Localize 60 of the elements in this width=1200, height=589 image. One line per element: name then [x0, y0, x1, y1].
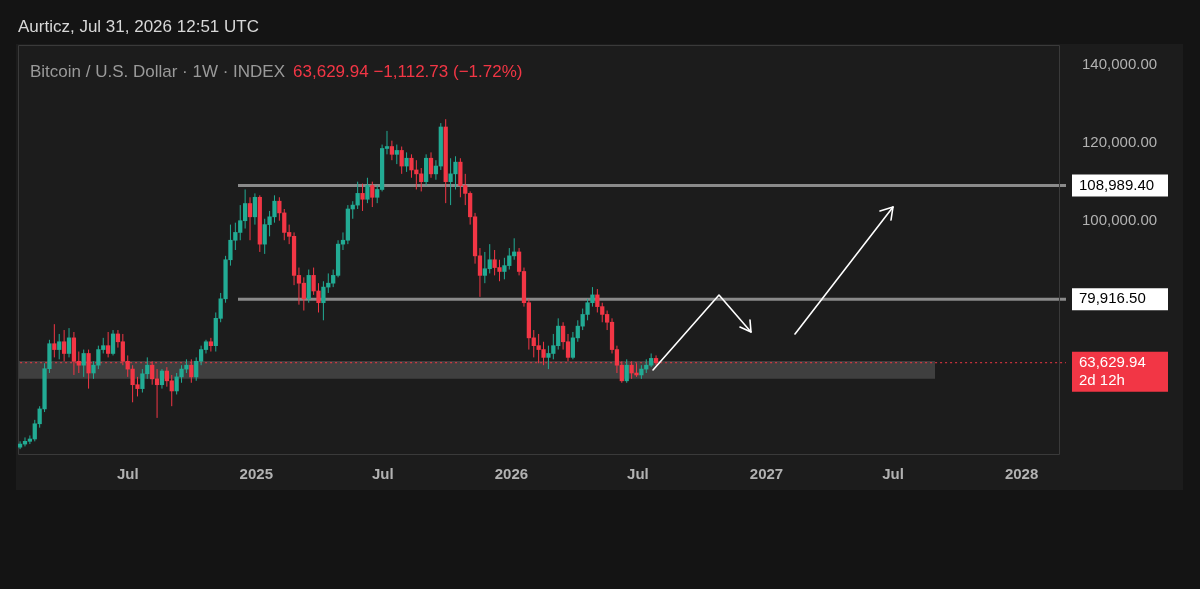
x-tick-label: Jul — [116, 465, 139, 483]
candlestick — [208, 337, 214, 353]
text: 2d 12h — [1079, 370, 1125, 388]
candlestick — [57, 333, 62, 360]
candlestick — [365, 177, 370, 204]
candlestick — [277, 196, 282, 222]
y-tick-label: 120,000.00 — [1082, 132, 1158, 150]
candlestick — [448, 157, 453, 206]
candlestick — [404, 151, 409, 173]
chart-subtitle: Aurticz, Jul 31, 2026 12:51 UTC — [18, 17, 259, 37]
candlestick — [477, 247, 483, 298]
ref-line-label: 79,916.50 — [1079, 289, 1146, 307]
candlestick — [247, 196, 253, 241]
candlestick — [110, 329, 116, 356]
annotation: 63,629.94 −1,112.73 (−1.72%) — [293, 62, 523, 81]
candlestick — [52, 323, 57, 358]
ref-line-label: 108,989.40 — [1079, 175, 1155, 193]
candlestick — [389, 140, 395, 161]
candlestick — [311, 267, 316, 296]
candlestick — [428, 151, 434, 179]
y-tick-label: 140,000.00 — [1082, 54, 1158, 72]
candlestick — [316, 282, 321, 313]
x-tick-label: 2027 — [749, 465, 784, 483]
candlestick — [66, 327, 72, 358]
candlestick — [169, 374, 174, 407]
candlestick — [653, 354, 659, 366]
y-tick-label: 100,000.00 — [1082, 210, 1158, 228]
x-tick-label: 2025 — [239, 465, 273, 483]
candlestick — [546, 345, 551, 370]
candlestick — [282, 208, 287, 241]
candlestick — [370, 181, 375, 208]
candlestick — [355, 181, 360, 210]
candlestick — [18, 440, 23, 450]
candlestick — [62, 329, 67, 362]
candlestick — [570, 331, 576, 360]
candlestick — [106, 331, 111, 358]
x-tick-label: Jul — [882, 465, 904, 483]
candlestick — [27, 434, 33, 445]
candlestick — [394, 144, 399, 165]
candlestick — [624, 358, 629, 384]
x-tick-label: 2028 — [1004, 465, 1039, 483]
candlestick — [81, 349, 86, 378]
text: Bitcoin / U.S. Dollar · 1W · INDEX — [30, 62, 286, 81]
candlestick — [399, 146, 404, 175]
candlestick — [453, 155, 458, 190]
candlestick — [321, 280, 326, 321]
ref-line-label: 63,629.94 — [1079, 352, 1146, 370]
candlestick — [159, 368, 165, 390]
candlestick — [301, 276, 306, 312]
x-tick-label: Jul — [371, 465, 394, 483]
candlestick — [360, 183, 365, 212]
x-tick-label: Jul — [627, 465, 649, 483]
candlestick — [487, 243, 492, 274]
candlestick — [409, 153, 414, 179]
candlestick — [252, 192, 258, 226]
candlestick — [595, 288, 600, 313]
x-tick-label: 2026 — [494, 465, 529, 483]
candlestick — [575, 319, 580, 343]
candlestick — [502, 257, 507, 280]
candlestick — [140, 368, 145, 394]
